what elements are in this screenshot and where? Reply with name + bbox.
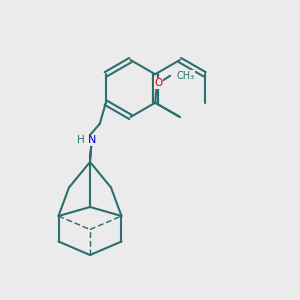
Text: H: H [77, 135, 85, 145]
Text: CH₃: CH₃ [176, 71, 194, 81]
Text: N: N [88, 135, 96, 145]
Text: O: O [154, 78, 162, 88]
